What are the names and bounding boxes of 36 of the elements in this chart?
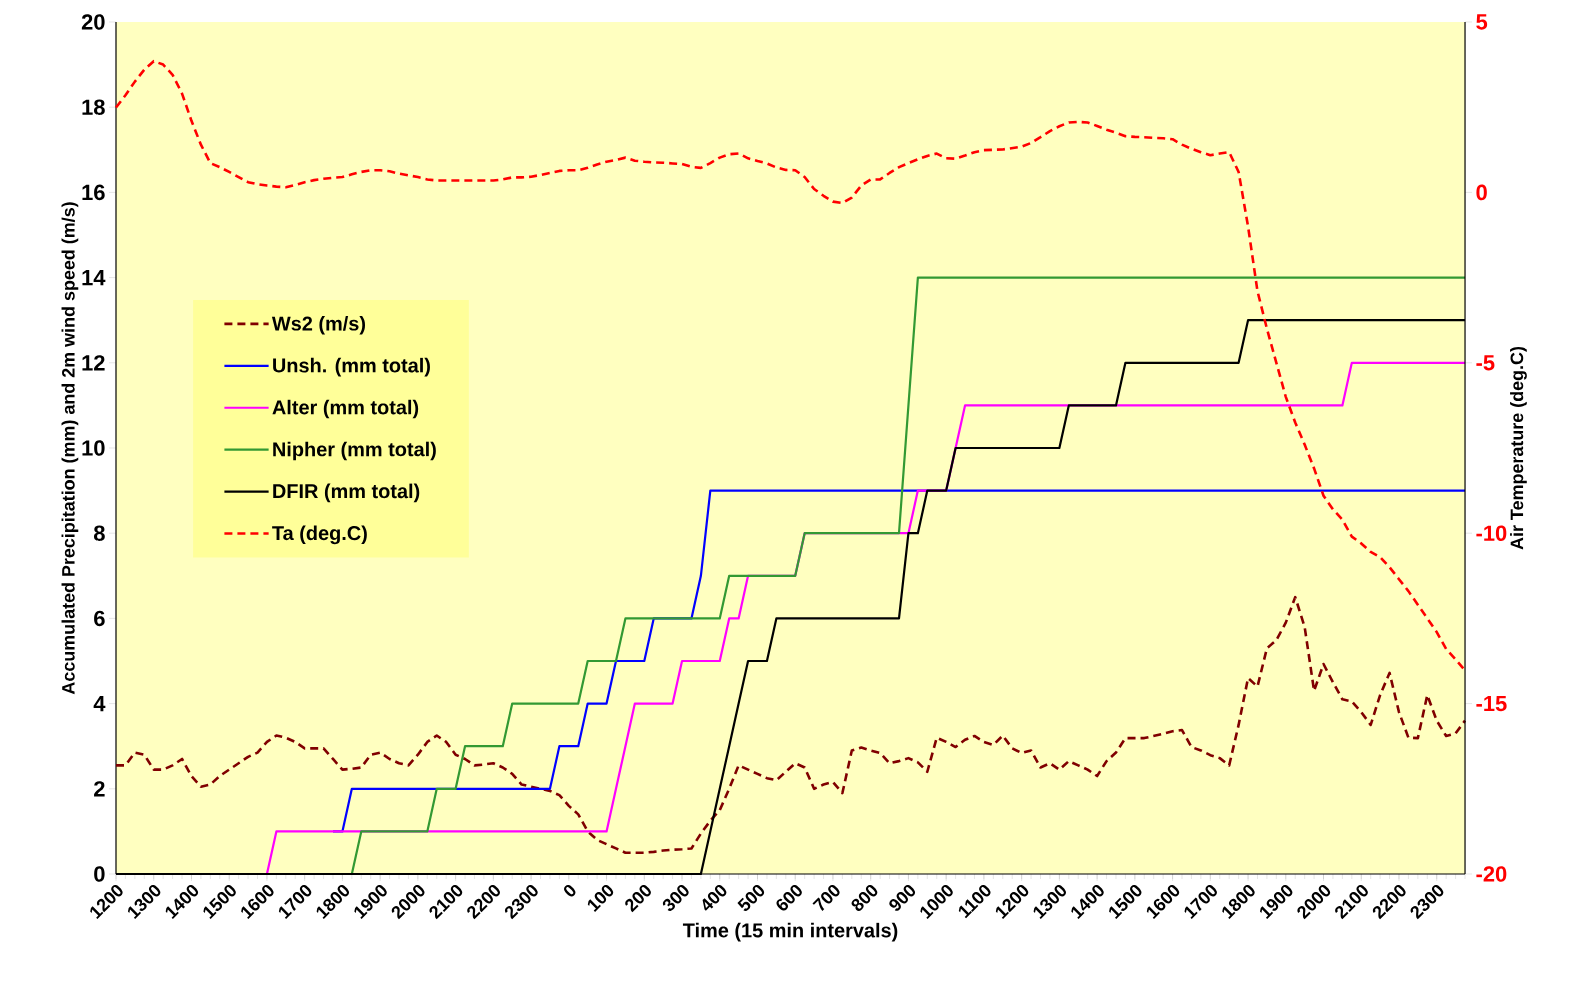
y2-tick-label: -15 <box>1476 695 1507 712</box>
y-tick-label: 10 <box>82 440 105 456</box>
y-tick-label: 20 <box>81 14 105 30</box>
x-tick-label: 900 <box>889 884 916 911</box>
x-axis-title: Time (15 min intervals) <box>682 922 898 942</box>
y-axis-title: Accumulated Precipitation (mm) and 2m wind speed (m/s) <box>61 202 79 695</box>
y-tick-label: 8 <box>93 525 105 541</box>
legend-label: Unsh. (mm total) <box>273 357 430 377</box>
y-tick-label: 12 <box>82 355 105 371</box>
x-tick-label: 700 <box>812 884 840 911</box>
legend-label: Nipher (mm total) <box>273 441 436 461</box>
y2-axis-title: Air Temperature (deg.C) <box>1510 346 1527 550</box>
x-tick-label: 200 <box>625 884 651 913</box>
y2-tick-label: -20 <box>1476 866 1507 882</box>
x-tick-label: 800 <box>851 884 878 911</box>
y-tick-label: 18 <box>82 99 105 115</box>
legend-label: Ta (deg.C) <box>272 525 367 545</box>
y-tick-label: 4 <box>93 696 106 712</box>
y2-tick-label: 0 <box>1476 184 1487 201</box>
x-tick-label: 100 <box>587 884 614 912</box>
y2-tick-label: -10 <box>1476 525 1507 541</box>
y-tick-label: 2 <box>94 781 105 797</box>
x-tick-label: 400 <box>702 884 727 911</box>
x-tick-label: 300 <box>662 884 689 911</box>
x-tick-label: 600 <box>776 884 802 911</box>
y-tick-label: 0 <box>94 866 105 882</box>
legend-label: DFIR (mm total) <box>273 483 420 503</box>
x-tick-label: 500 <box>737 884 765 911</box>
y-tick-label: 14 <box>82 270 106 286</box>
legend-label: Ws2 (m/s) <box>271 315 366 335</box>
legend-label: Alter (mm total) <box>272 399 419 419</box>
y2-tick-label: 5 <box>1476 14 1488 30</box>
y-tick-label: 16 <box>82 184 105 201</box>
y2-tick-label: -5 <box>1476 355 1495 371</box>
x-tick-label: 0 <box>564 884 576 897</box>
y-tick-label: 6 <box>94 610 105 627</box>
